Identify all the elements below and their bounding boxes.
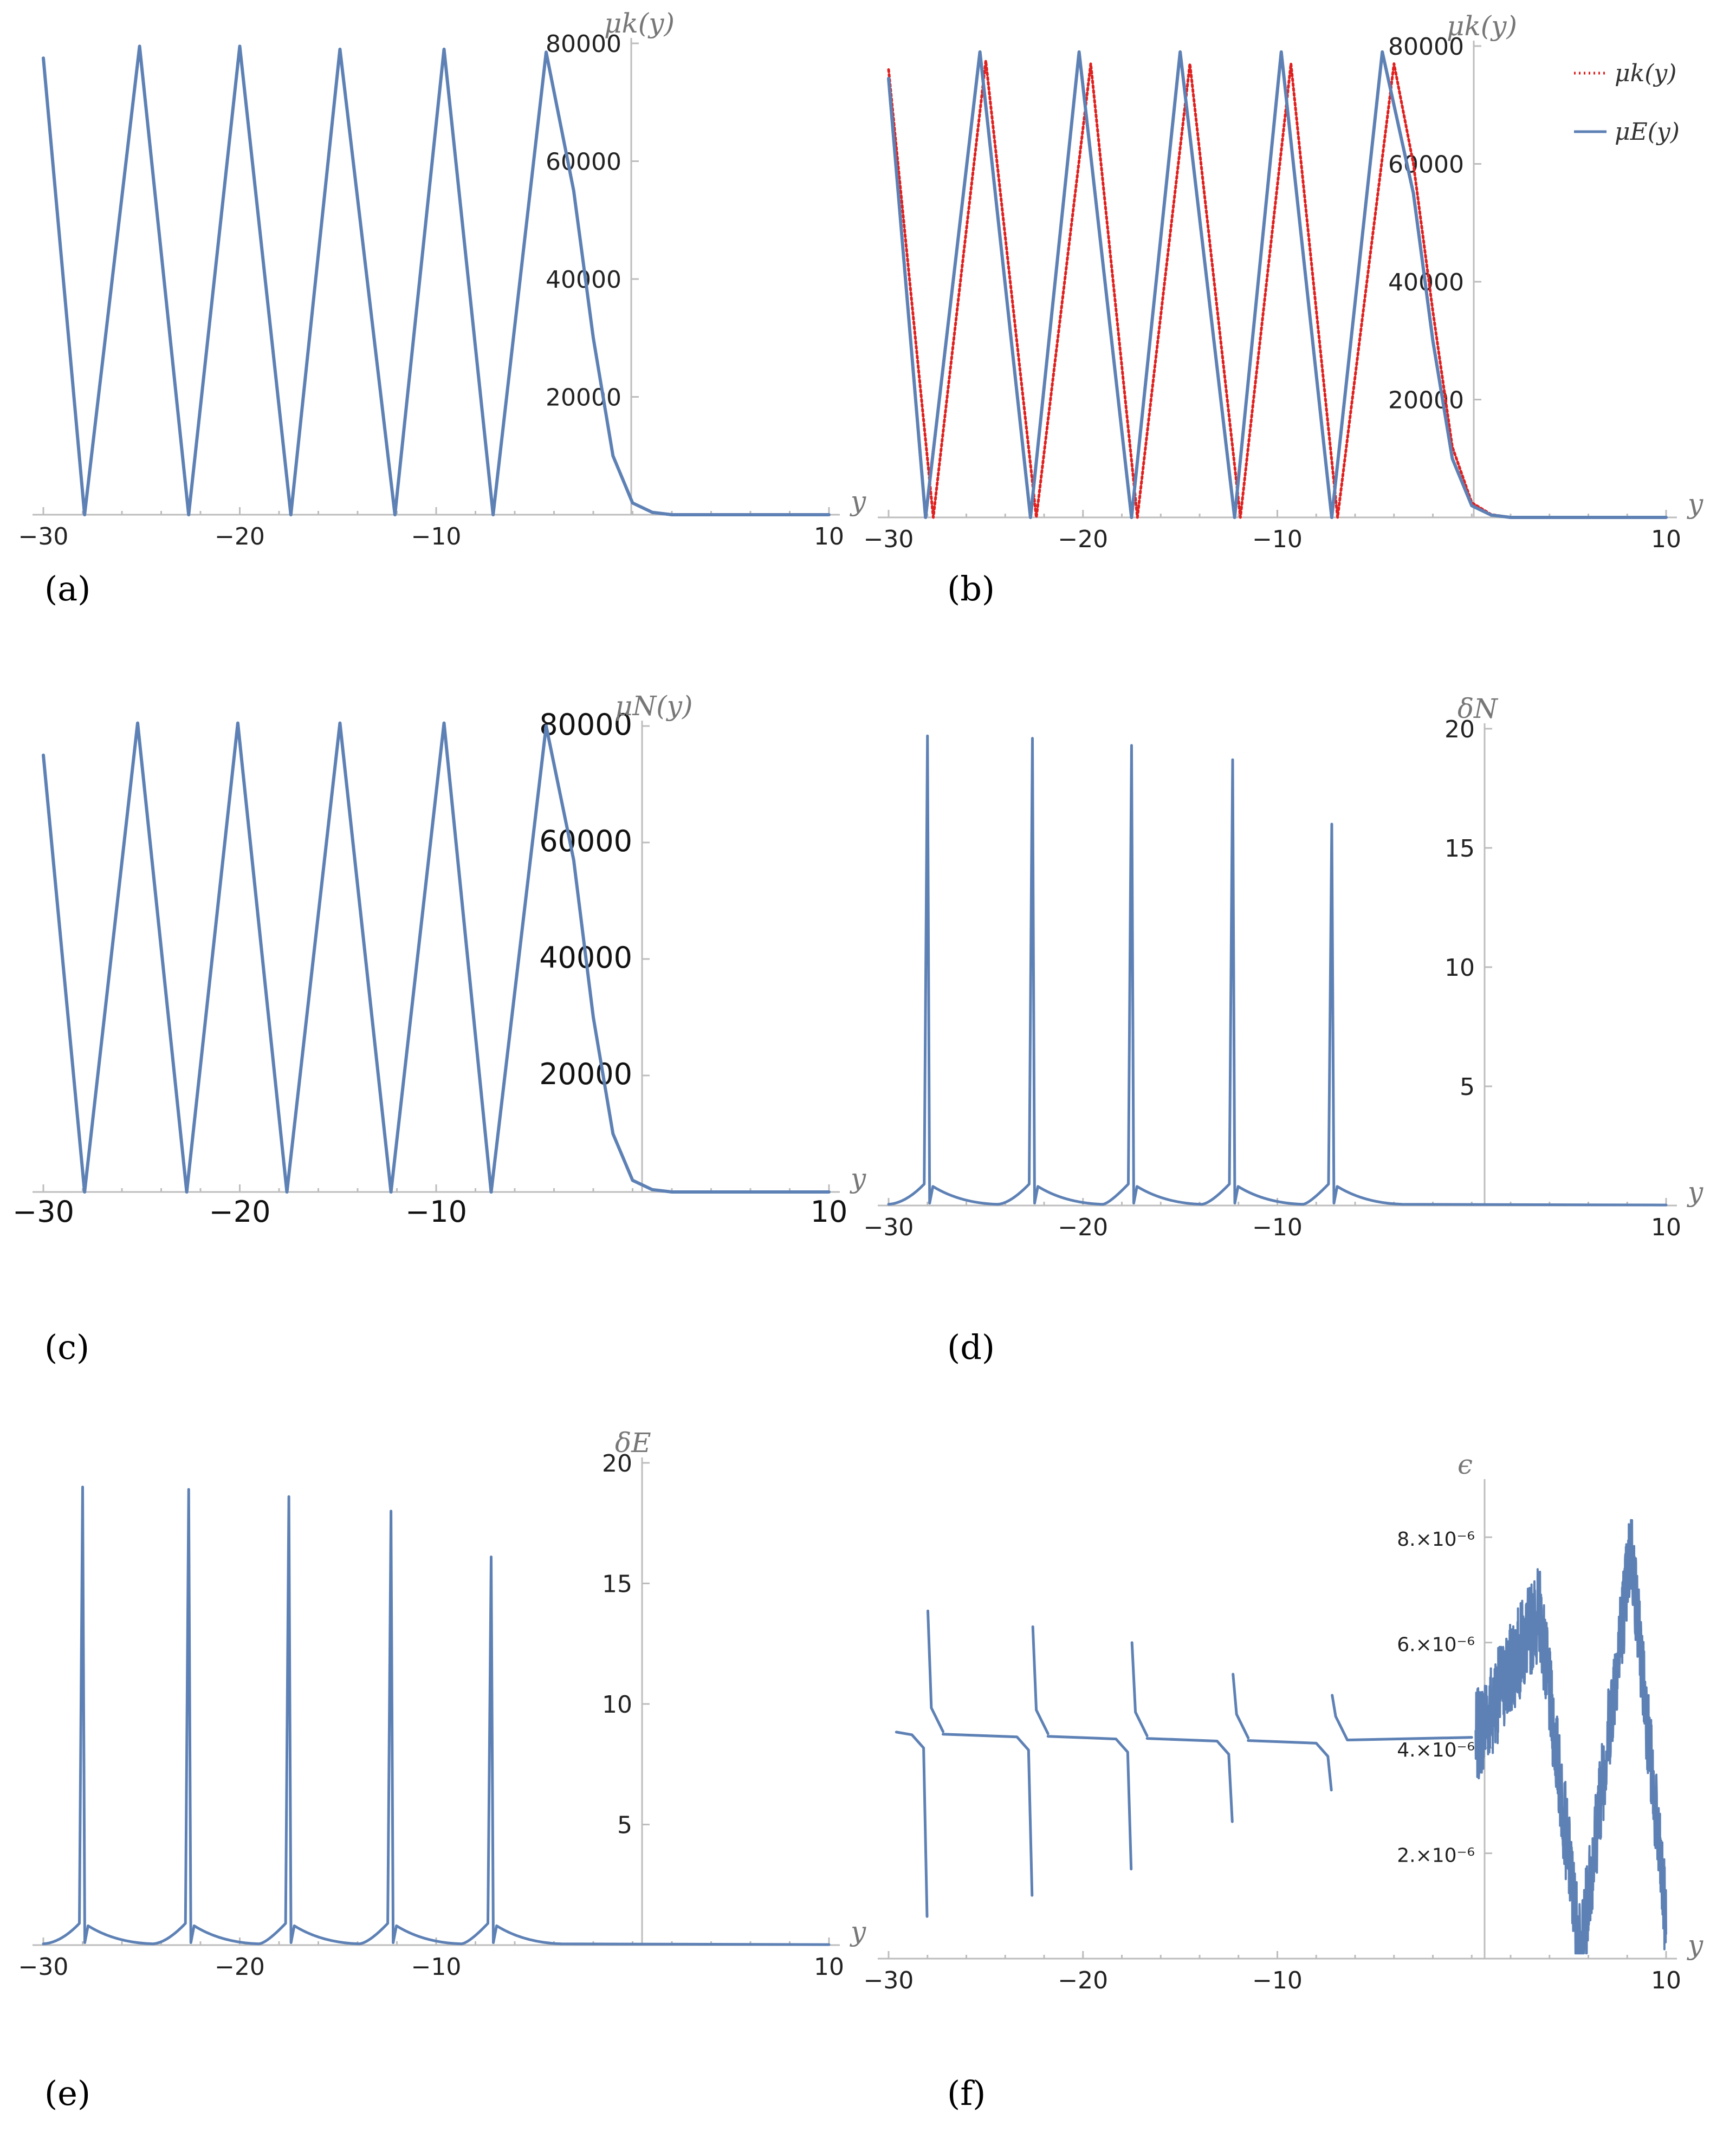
y-tick-label-e: 10 (602, 1691, 632, 1719)
panel-label-a: (a) (44, 569, 90, 608)
x-axis-label-c: y (850, 1163, 866, 1194)
y-tick-label-a: 80000 (546, 30, 621, 58)
x-tick-label-b: 10 (1651, 526, 1681, 553)
x-tick-label-f: −30 (864, 1967, 914, 1994)
x-tick-label-f: −10 (1252, 1967, 1303, 1994)
x-tick-label-a: 10 (814, 523, 844, 550)
y-tick-label-e: 5 (617, 1812, 632, 1839)
panel-label-e: (e) (44, 2073, 90, 2113)
panel-label-c: (c) (44, 1327, 89, 1367)
y-axis-label-b: μk(y) (1447, 10, 1517, 42)
x-tick-label-c: 10 (811, 1195, 848, 1229)
x-axis-label-b: y (1687, 488, 1703, 520)
series-line-f-noise (1474, 1519, 1667, 1955)
y-tick-label-c: 80000 (539, 708, 632, 742)
legend-label-muk: μk(y) (1615, 60, 1676, 87)
x-axis-label-d: y (1687, 1176, 1703, 1208)
x-tick-label-b: −10 (1252, 526, 1303, 553)
panel-d: −30 −20 −10 10 5 10 15 20 y δN (864, 693, 1703, 1241)
legend-label-mue: μE(y) (1615, 118, 1680, 146)
y-tick-label-f: 4.×10⁻⁶ (1397, 1739, 1475, 1761)
y-tick-label-c: 60000 (539, 824, 632, 858)
y-tick-label-e: 15 (602, 1571, 632, 1598)
y-tick-label-a: 60000 (546, 148, 621, 176)
x-tick-label-e: 10 (814, 1953, 844, 1981)
x-tick-label-c: −10 (405, 1195, 467, 1229)
x-tick-label-b: −30 (864, 526, 914, 553)
series-line-f-base (895, 1609, 1473, 1918)
panel-label-b: (b) (947, 569, 995, 608)
panel-e: −30 −20 −10 10 5 10 15 20 y δE (18, 1427, 866, 1981)
series-line-b-1 (887, 50, 1668, 519)
y-tick-label-d: 5 (1460, 1073, 1475, 1101)
x-axis-label-a: y (850, 485, 866, 517)
series-line-c-0 (42, 721, 831, 1194)
panel-label-d: (d) (947, 1327, 995, 1367)
x-tick-label-c: −20 (209, 1195, 271, 1229)
series-line-b-0 (887, 59, 1668, 519)
x-tick-label-c: −30 (12, 1195, 74, 1229)
series-line-a-0 (42, 44, 831, 516)
y-tick-label-c: 20000 (539, 1057, 632, 1091)
legend-b: μk(y) μE(y) (1574, 60, 1680, 146)
y-tick-label-f: 8.×10⁻⁶ (1397, 1528, 1475, 1551)
x-tick-label-f: 10 (1651, 1967, 1681, 1994)
y-axis-label-e: δE (615, 1427, 651, 1459)
x-tick-label-d: −20 (1058, 1214, 1108, 1241)
x-tick-label-d: −10 (1252, 1214, 1303, 1241)
y-tick-label-f: 6.×10⁻⁶ (1397, 1634, 1475, 1656)
series-line-e (42, 1486, 831, 1946)
x-tick-label-e: −20 (215, 1953, 265, 1981)
x-tick-label-a: −10 (411, 523, 462, 550)
x-tick-label-e: −10 (411, 1953, 462, 1981)
y-tick-label-a: 20000 (546, 384, 621, 412)
y-tick-label-b: 60000 (1388, 151, 1464, 179)
x-tick-label-a: −20 (215, 523, 265, 550)
y-tick-label-b: 20000 (1388, 387, 1464, 414)
x-tick-label-f: −20 (1058, 1967, 1108, 1994)
panel-f: −30 −20 −10 10 2.×10⁻⁶ 4.×10⁻⁶ 6.×10⁻⁶ 8.×10⁻⁶ y… (864, 1449, 1703, 1994)
x-tick-label-a: −30 (18, 523, 69, 550)
y-axis-label-d: δN (1458, 693, 1499, 724)
panel-label-f: (f) (947, 2073, 986, 2113)
x-axis-label-e: y (850, 1916, 866, 1947)
y-tick-label-f: 2.×10⁻⁶ (1397, 1845, 1475, 1867)
y-tick-label-e: 20 (602, 1450, 632, 1478)
x-tick-label-e: −30 (18, 1953, 69, 1981)
series-line-d (887, 734, 1668, 1207)
x-axis-label-f: y (1687, 1929, 1703, 1961)
y-tick-label-d: 10 (1444, 954, 1475, 982)
y-axis-label-a: μk(y) (604, 8, 675, 39)
y-axis-label-c: μN(y) (615, 690, 693, 722)
y-tick-label-d: 15 (1444, 835, 1475, 863)
x-tick-label-b: −20 (1058, 526, 1108, 553)
x-tick-label-d: 10 (1651, 1214, 1681, 1241)
y-axis-label-f: ϵ (1458, 1449, 1473, 1480)
x-tick-label-d: −30 (864, 1214, 914, 1241)
y-tick-label-d: 20 (1444, 716, 1475, 743)
y-tick-label-b: 80000 (1388, 33, 1464, 61)
